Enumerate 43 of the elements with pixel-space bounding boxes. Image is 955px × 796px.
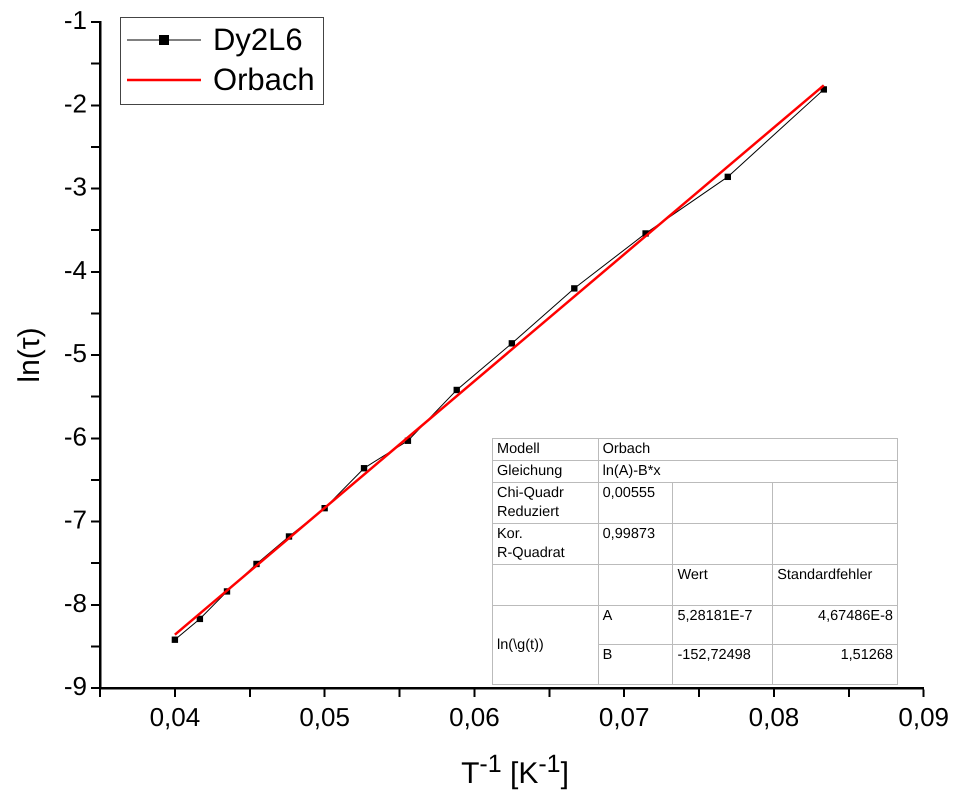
annotation: A: [598, 606, 673, 644]
x-axis-title: T$^{-1}$ [K$^{-1}$]: [461, 750, 569, 791]
y-tick-label: -9: [64, 671, 87, 702]
y-axis-title: ln(τ): [13, 327, 47, 383]
annotation: 4,67486E-8: [772, 606, 898, 644]
x-tick-label: 0,05: [299, 702, 350, 732]
x-tick-label: 0,06: [449, 702, 500, 732]
y-tick-label: -6: [64, 421, 87, 452]
annotation: ln(A)-B*x: [598, 460, 898, 482]
point: [454, 386, 460, 394]
annotation: Gleichung: [492, 460, 598, 482]
annotation: Modell: [492, 438, 598, 460]
y-tick-label: -7: [64, 504, 87, 535]
point: [172, 636, 178, 643]
point: [571, 285, 578, 292]
x-tick-label: 0,09: [898, 702, 950, 732]
point: [360, 465, 368, 472]
x-tick-label: 0,07: [598, 702, 650, 732]
legend-label: Orbach: [213, 61, 315, 99]
annotation: ln(\g(t)): [492, 606, 598, 684]
annotation: Kor. R-Quadrat: [492, 524, 598, 564]
annotation: 0,00555: [598, 482, 673, 524]
y-tick-label: -2: [64, 88, 87, 118]
y-tick-label: -3: [64, 172, 87, 202]
annotation: 1,51268: [772, 644, 898, 684]
annotation: 5,28181E-7: [672, 606, 773, 644]
annotation: Standardfehler: [772, 564, 898, 606]
annotation: Wert: [672, 564, 773, 606]
annotation: -152,72498: [672, 644, 773, 684]
y-tick-label: -5: [64, 338, 87, 368]
point: [724, 174, 731, 180]
y-tick-label: -1: [64, 5, 87, 36]
y-tick-label: -8: [64, 588, 87, 618]
legend-label: Dy2L6: [213, 21, 303, 59]
point: [196, 616, 204, 622]
x-tick-label: 0,04: [150, 702, 200, 732]
point: [508, 340, 516, 347]
x-tick-label: 0,08: [748, 702, 800, 732]
annotation: Orbach: [598, 438, 898, 460]
annotation: 0,99873: [598, 524, 673, 564]
y-tick-label: -4: [64, 254, 87, 285]
annotation: B: [598, 644, 673, 684]
annotation: Chi-Quadr Reduziert: [492, 482, 598, 524]
